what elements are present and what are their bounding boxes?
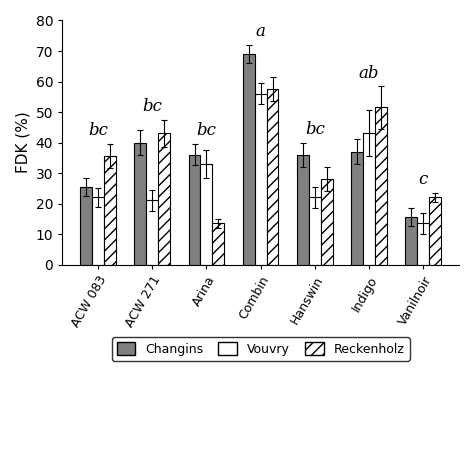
Bar [104, 156, 116, 264]
Bar [429, 198, 441, 264]
Y-axis label: FDK (%): FDK (%) [15, 112, 30, 173]
Bar [80, 187, 92, 264]
Bar [297, 155, 309, 264]
Bar [92, 198, 104, 264]
Bar [255, 94, 266, 264]
Bar [266, 89, 279, 264]
Bar [189, 155, 201, 264]
Bar [405, 217, 417, 264]
Bar [212, 223, 224, 264]
Text: c: c [419, 171, 428, 188]
Bar [146, 201, 158, 264]
Text: bc: bc [197, 122, 216, 139]
Bar [363, 133, 375, 264]
Bar [417, 223, 429, 264]
Text: ab: ab [359, 64, 379, 82]
Text: bc: bc [88, 122, 108, 139]
Bar [201, 164, 212, 264]
Text: bc: bc [305, 121, 325, 138]
Bar [158, 133, 170, 264]
Legend: Changins, Vouvry, Reckenholz: Changins, Vouvry, Reckenholz [111, 337, 410, 361]
Bar [351, 152, 363, 264]
Bar [135, 143, 146, 264]
Bar [309, 198, 321, 264]
Bar [375, 108, 387, 264]
Text: a: a [255, 23, 265, 40]
Bar [321, 179, 333, 264]
Bar [243, 54, 255, 264]
Text: bc: bc [142, 98, 162, 115]
